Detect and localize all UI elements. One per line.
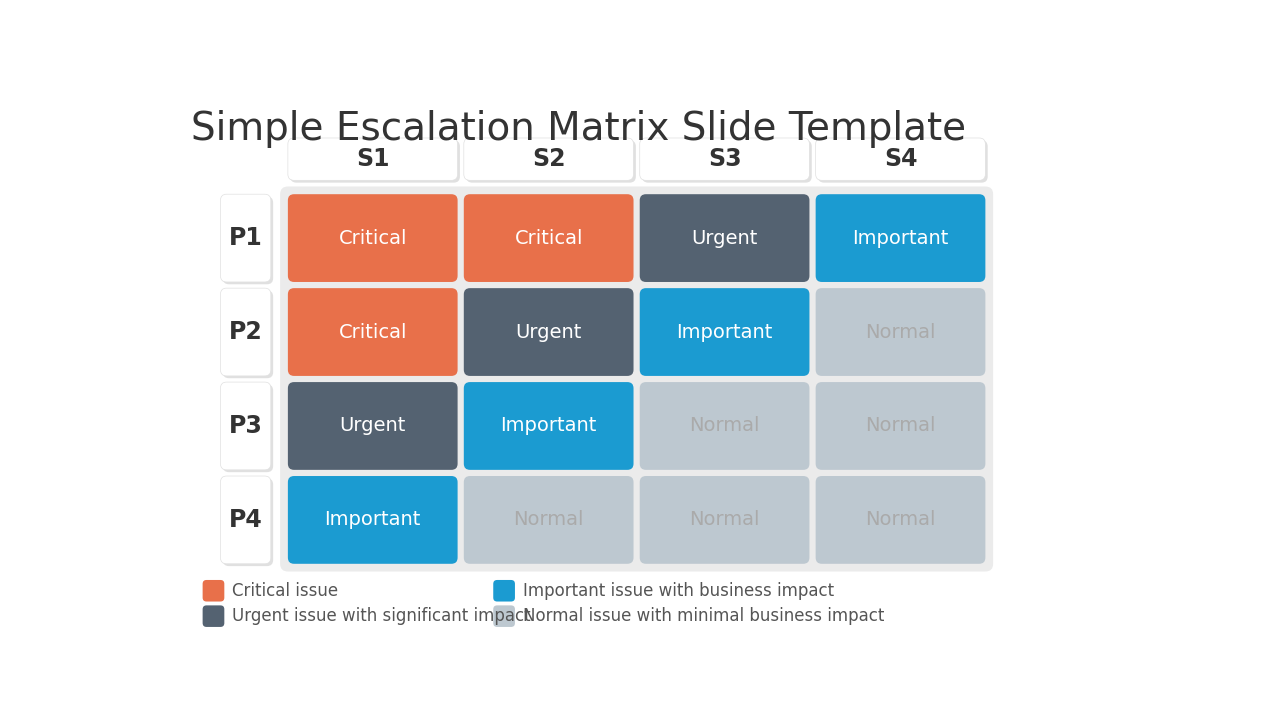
FancyBboxPatch shape — [223, 290, 273, 378]
FancyBboxPatch shape — [223, 478, 273, 566]
FancyBboxPatch shape — [466, 140, 636, 183]
FancyBboxPatch shape — [220, 476, 271, 564]
FancyBboxPatch shape — [815, 476, 986, 564]
Text: Urgent: Urgent — [691, 228, 758, 248]
FancyBboxPatch shape — [288, 476, 458, 564]
Text: Critical: Critical — [338, 323, 407, 341]
Text: Critical: Critical — [515, 228, 582, 248]
FancyBboxPatch shape — [202, 606, 224, 627]
FancyBboxPatch shape — [640, 288, 809, 376]
FancyBboxPatch shape — [288, 138, 458, 180]
FancyBboxPatch shape — [815, 138, 986, 180]
Text: Urgent issue with significant impact: Urgent issue with significant impact — [232, 607, 531, 625]
Text: P4: P4 — [229, 508, 262, 532]
Text: Important: Important — [676, 323, 773, 341]
FancyBboxPatch shape — [640, 476, 809, 564]
Text: Urgent: Urgent — [516, 323, 582, 341]
Text: S2: S2 — [532, 147, 566, 171]
FancyBboxPatch shape — [463, 138, 634, 180]
FancyBboxPatch shape — [643, 140, 812, 183]
FancyBboxPatch shape — [640, 382, 809, 470]
Text: Normal: Normal — [865, 510, 936, 529]
Text: Critical issue: Critical issue — [232, 582, 338, 600]
Text: P1: P1 — [229, 226, 262, 250]
Text: Normal: Normal — [865, 323, 936, 341]
FancyBboxPatch shape — [288, 382, 458, 470]
FancyBboxPatch shape — [818, 140, 988, 183]
Text: Important: Important — [852, 228, 948, 248]
FancyBboxPatch shape — [463, 476, 634, 564]
FancyBboxPatch shape — [220, 194, 271, 282]
Text: Simple Escalation Matrix Slide Template: Simple Escalation Matrix Slide Template — [191, 109, 966, 148]
FancyBboxPatch shape — [223, 384, 273, 472]
FancyBboxPatch shape — [223, 197, 273, 284]
FancyBboxPatch shape — [640, 194, 809, 282]
Text: S3: S3 — [708, 147, 741, 171]
Text: Important: Important — [500, 416, 596, 436]
FancyBboxPatch shape — [291, 140, 460, 183]
Text: S4: S4 — [883, 147, 918, 171]
FancyBboxPatch shape — [288, 194, 458, 282]
Text: Important: Important — [325, 510, 421, 529]
Text: Important issue with business impact: Important issue with business impact — [522, 582, 833, 600]
Text: Normal: Normal — [865, 416, 936, 436]
Text: Normal: Normal — [690, 510, 760, 529]
Text: Urgent: Urgent — [339, 416, 406, 436]
FancyBboxPatch shape — [815, 194, 986, 282]
FancyBboxPatch shape — [280, 186, 993, 572]
FancyBboxPatch shape — [493, 580, 515, 601]
FancyBboxPatch shape — [202, 580, 224, 601]
Text: Normal: Normal — [690, 416, 760, 436]
Text: Normal: Normal — [513, 510, 584, 529]
FancyBboxPatch shape — [815, 288, 986, 376]
FancyBboxPatch shape — [288, 288, 458, 376]
FancyBboxPatch shape — [220, 382, 271, 470]
Text: Normal issue with minimal business impact: Normal issue with minimal business impac… — [522, 607, 884, 625]
FancyBboxPatch shape — [815, 382, 986, 470]
Text: Critical: Critical — [338, 228, 407, 248]
FancyBboxPatch shape — [493, 606, 515, 627]
FancyBboxPatch shape — [463, 288, 634, 376]
Text: P2: P2 — [229, 320, 262, 344]
Text: P3: P3 — [229, 414, 262, 438]
FancyBboxPatch shape — [463, 194, 634, 282]
FancyBboxPatch shape — [640, 138, 809, 180]
FancyBboxPatch shape — [463, 382, 634, 470]
FancyBboxPatch shape — [220, 288, 271, 376]
Text: S1: S1 — [356, 147, 389, 171]
